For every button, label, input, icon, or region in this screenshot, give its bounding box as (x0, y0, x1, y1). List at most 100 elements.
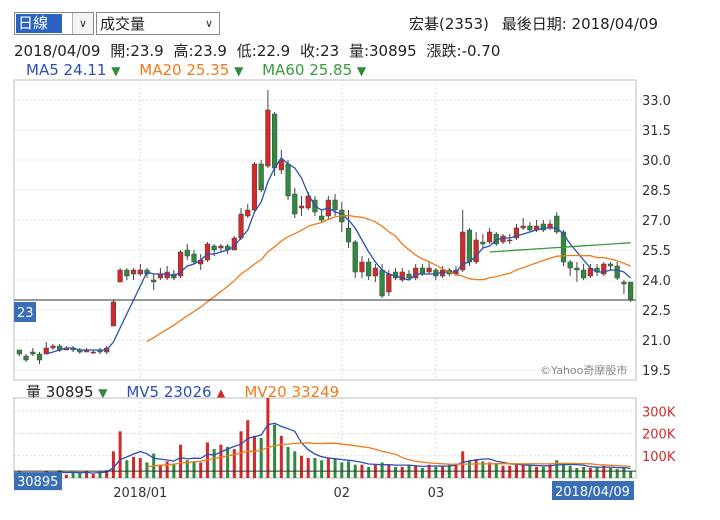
candle-body (480, 241, 486, 245)
volume-bar (414, 465, 418, 478)
volume-bar (219, 444, 223, 478)
candle-body (527, 225, 533, 231)
candle-body (151, 279, 157, 283)
period-select-value: 日線 (16, 14, 63, 33)
volume-bar (394, 466, 398, 478)
volume-bar (488, 462, 492, 478)
candle-body (258, 163, 264, 191)
candle-body (513, 227, 520, 239)
volume-bar (481, 461, 485, 478)
volume-bar (595, 466, 599, 478)
last-date: 2018/04/09 (571, 15, 658, 33)
ma60-line (489, 242, 631, 253)
candle-body (30, 351, 36, 355)
volume-bars (17, 398, 633, 478)
volume-label: 量: (348, 42, 369, 60)
ma20-legend: MA20 25.35 ▼ (139, 61, 244, 79)
chevron-down-icon[interactable]: ∨ (72, 13, 93, 34)
volume-bar (192, 461, 196, 478)
volume-value: 30895 (369, 42, 417, 60)
volume-bar (78, 473, 82, 478)
volume-bar (629, 471, 633, 478)
candle-body (426, 267, 432, 273)
close-label: 收: (300, 42, 321, 60)
candle-body (265, 109, 271, 167)
candle-body (540, 223, 546, 231)
volume-bar (367, 466, 371, 478)
axis-labels: 33.0 31.5 30.0 28.5 27.0 25.5 24.0 22.5 21.0 19.5… (14, 94, 676, 501)
volume-ma-lines (46, 422, 631, 474)
candle-body (124, 269, 130, 277)
volume-bar (340, 462, 344, 478)
candle-body (628, 281, 634, 301)
candle-body (319, 215, 325, 221)
high-label: 高: (173, 42, 194, 60)
volume-bar (615, 469, 619, 478)
candle-body (379, 269, 385, 297)
volume-tick-label: 300K (642, 405, 676, 420)
volume-tick-label: 200K (642, 428, 676, 443)
candle-body (218, 245, 224, 249)
low-value: 22.9 (256, 42, 291, 60)
change-label: 漲跌: (426, 42, 462, 60)
volume-bar (306, 458, 310, 478)
candle-body (191, 253, 197, 263)
volume-bar (239, 431, 243, 478)
volume-bar (508, 465, 512, 478)
candle-body (23, 355, 29, 361)
volume-bar (266, 398, 270, 478)
candle-body (298, 205, 305, 209)
period-select[interactable]: 日線 ∨ (14, 12, 94, 35)
ma5-line (46, 157, 632, 355)
candle-body (117, 269, 123, 283)
open-label: 開: (110, 42, 131, 60)
price-tick-label: 31.5 (642, 124, 671, 139)
candle-body (581, 269, 587, 279)
indicator-select[interactable]: 成交量 ∨ (96, 12, 220, 35)
candle-body (292, 193, 298, 215)
candle-body (184, 249, 190, 257)
volume-tick-label: 100K (642, 450, 676, 465)
volume-bar (118, 431, 122, 478)
volume-bar (71, 472, 75, 478)
candle-body (305, 195, 311, 209)
candle-body (601, 263, 607, 275)
volume-bar (528, 465, 532, 478)
indicator-select-value: 成交量 (100, 15, 146, 33)
candle-body (406, 273, 412, 279)
price-tick-label: 19.5 (642, 364, 671, 379)
ohlc-date: 2018/04/09 (14, 42, 101, 60)
candle-body (16, 349, 22, 355)
candle-body (614, 265, 620, 279)
volume-bar (165, 461, 169, 478)
price-tick-label: 30.0 (642, 154, 671, 169)
ma20-line (146, 214, 631, 342)
volume-bar (461, 451, 465, 478)
volume-bar (286, 446, 290, 478)
ma-legend: MA5 24.11 ▼ MA20 25.35 ▼ MA60 25.85 ▼ (26, 61, 366, 79)
candle-body (621, 281, 627, 285)
volume-bar (232, 449, 236, 478)
volume-bar (299, 455, 304, 478)
date-tick-label: 2018/01 (113, 486, 167, 501)
candle-body (272, 113, 278, 169)
candle-body (50, 345, 56, 349)
stock-name: 宏碁(2353) (409, 15, 489, 33)
candle-body (359, 261, 365, 273)
volume-bar (541, 466, 545, 478)
volume-bar (279, 435, 283, 478)
vol-legend: 量 30895 ▼ (26, 383, 108, 401)
volume-bar (138, 458, 142, 478)
mv5-legend: MV5 23026 ▲ (126, 383, 226, 401)
candle-body (251, 163, 258, 211)
volume-bar (179, 444, 183, 478)
chevron-down-icon[interactable]: ∨ (199, 13, 219, 34)
stock-header: 宏碁(2353) 最後日期: 2018/04/09 (409, 13, 658, 34)
volume-bar (380, 462, 384, 478)
volume-bar (608, 468, 613, 478)
volume-bar (588, 468, 592, 478)
volume-bar (199, 462, 203, 478)
candle-body (399, 271, 405, 281)
price-tick-label: 25.5 (642, 244, 671, 259)
candle-body (473, 239, 479, 263)
